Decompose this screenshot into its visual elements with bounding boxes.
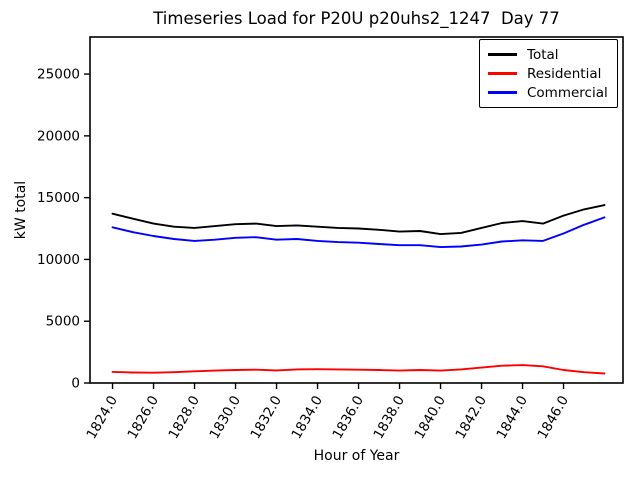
line-total (111, 204, 606, 236)
legend: Total Residential Commercial (479, 39, 618, 108)
commercial-line-swatch (488, 91, 517, 94)
x-tick-label: 1834.0 (289, 393, 326, 442)
legend-label-total: Total (527, 46, 559, 63)
line-residential (111, 364, 606, 375)
x-tick-label: 1844.0 (494, 393, 531, 442)
x-tick-label: 1824.0 (84, 393, 121, 442)
legend-label-commercial: Commercial (527, 84, 608, 101)
chart-title: Timeseries Load for P20U p20uhs2_1247 Da… (153, 9, 560, 28)
x-tick-label: 1826.0 (125, 393, 162, 442)
total-line-swatch (488, 53, 517, 56)
x-tick-label: 1840.0 (412, 393, 449, 442)
line-commercial (111, 216, 606, 249)
y-tick-label: 10000 (37, 252, 80, 268)
legend-item-total: Total (488, 45, 609, 64)
x-tick-label: 1838.0 (371, 393, 408, 442)
y-tick-label: 15000 (37, 190, 80, 206)
x-tick-label: 1842.0 (453, 393, 490, 442)
x-tick-label: 1830.0 (207, 393, 244, 442)
y-axis-label: kW total (13, 180, 29, 240)
x-axis-label: Hour of Year (313, 448, 400, 464)
y-tick-label: 25000 (37, 67, 80, 83)
y-tick-label: 5000 (46, 314, 80, 330)
x-tick-label: 1832.0 (248, 393, 285, 442)
legend-item-residential: Residential (488, 64, 609, 83)
x-tick-label: 1828.0 (166, 393, 203, 442)
residential-line-swatch (488, 72, 517, 75)
x-tick-label: 1846.0 (535, 393, 572, 442)
axes-spines (89, 36, 624, 384)
x-tick-label: 1836.0 (330, 393, 367, 442)
y-tick-label: 0 (71, 376, 80, 392)
legend-label-residential: Residential (527, 65, 602, 82)
y-tick-label: 20000 (37, 128, 80, 144)
legend-item-commercial: Commercial (488, 83, 609, 102)
